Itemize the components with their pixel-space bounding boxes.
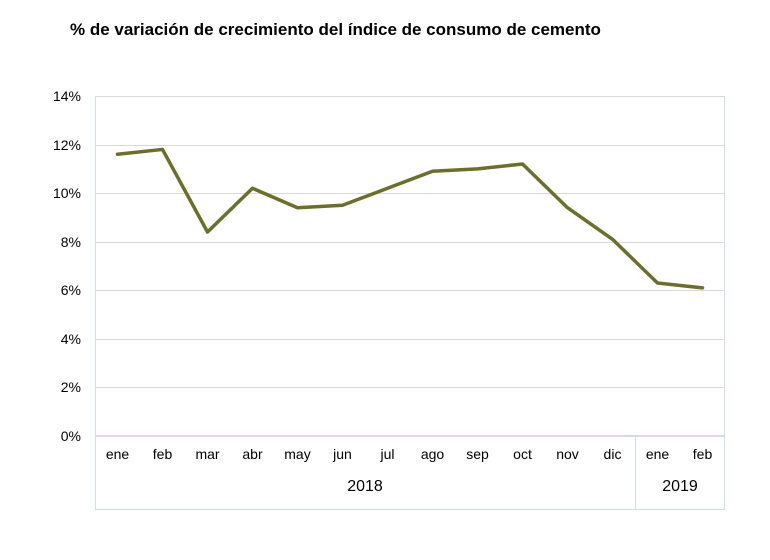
- year-label: 2018: [347, 478, 383, 496]
- y-tick-label: 8%: [0, 234, 81, 250]
- x-tick-label: may: [284, 446, 310, 462]
- x-tick-label: abr: [242, 446, 262, 462]
- y-tick-label: 0%: [0, 428, 81, 444]
- year-separator: [635, 436, 636, 510]
- y-tick-label: 4%: [0, 331, 81, 347]
- x-tick-label: dic: [604, 446, 622, 462]
- x-tick-label: nov: [556, 446, 579, 462]
- x-tick-label: ene: [646, 446, 669, 462]
- y-tick-label: 10%: [0, 185, 81, 201]
- year-label: 2019: [662, 478, 698, 496]
- chart-container: % de variación de crecimiento del índice…: [0, 0, 770, 560]
- line-series: [95, 96, 725, 436]
- x-tick-label: feb: [693, 446, 712, 462]
- x-tick-label: ene: [106, 446, 129, 462]
- x-axis-box: [95, 436, 725, 510]
- x-tick-label: oct: [513, 446, 532, 462]
- y-tick-label: 12%: [0, 137, 81, 153]
- x-tick-label: ago: [421, 446, 444, 462]
- chart-title: % de variación de crecimiento del índice…: [70, 20, 740, 40]
- data-line: [118, 149, 703, 287]
- y-tick-label: 2%: [0, 379, 81, 395]
- y-tick-label: 6%: [0, 282, 81, 298]
- x-tick-label: feb: [153, 446, 172, 462]
- x-tick-label: jun: [333, 446, 352, 462]
- x-tick-label: mar: [195, 446, 219, 462]
- y-tick-label: 14%: [0, 88, 81, 104]
- x-tick-label: sep: [466, 446, 489, 462]
- x-tick-label: jul: [380, 446, 394, 462]
